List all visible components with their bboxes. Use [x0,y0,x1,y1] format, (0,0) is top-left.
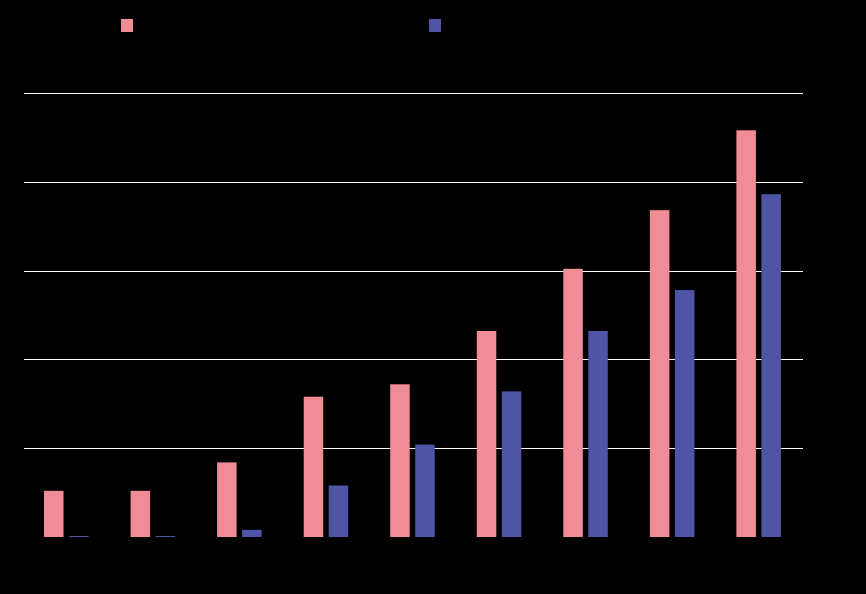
bar-series-1-cat-8 [761,194,781,537]
bar-series-0-cat-2 [217,462,237,537]
bars [44,130,781,538]
bar-series-0-cat-8 [736,130,756,538]
bar-series-0-cat-4 [390,384,410,537]
bar-series-1-cat-4 [415,444,435,537]
bar-series-0-cat-5 [476,331,497,537]
legend-item-series-0 [121,19,141,32]
bar-series-1-cat-3 [328,485,349,537]
gridlines [24,93,803,449]
legend [0,19,866,35]
bar-series-0-cat-7 [649,210,670,537]
legend-swatch-series-1 [429,19,441,32]
legend-item-series-1 [429,19,449,32]
bar-series-1-cat-7 [674,290,695,537]
bar-series-1-cat-5 [501,391,522,537]
bar-series-0-cat-3 [303,396,324,537]
bar-series-1-cat-2 [242,529,262,537]
legend-swatch-series-0 [121,19,133,32]
bar-series-0-cat-1 [130,490,151,537]
bar-series-1-cat-0 [69,536,89,537]
bar-series-1-cat-6 [588,331,608,537]
bar-series-0-cat-6 [563,268,583,537]
bar-series-0-cat-0 [44,490,64,537]
bar-series-1-cat-1 [155,536,176,537]
